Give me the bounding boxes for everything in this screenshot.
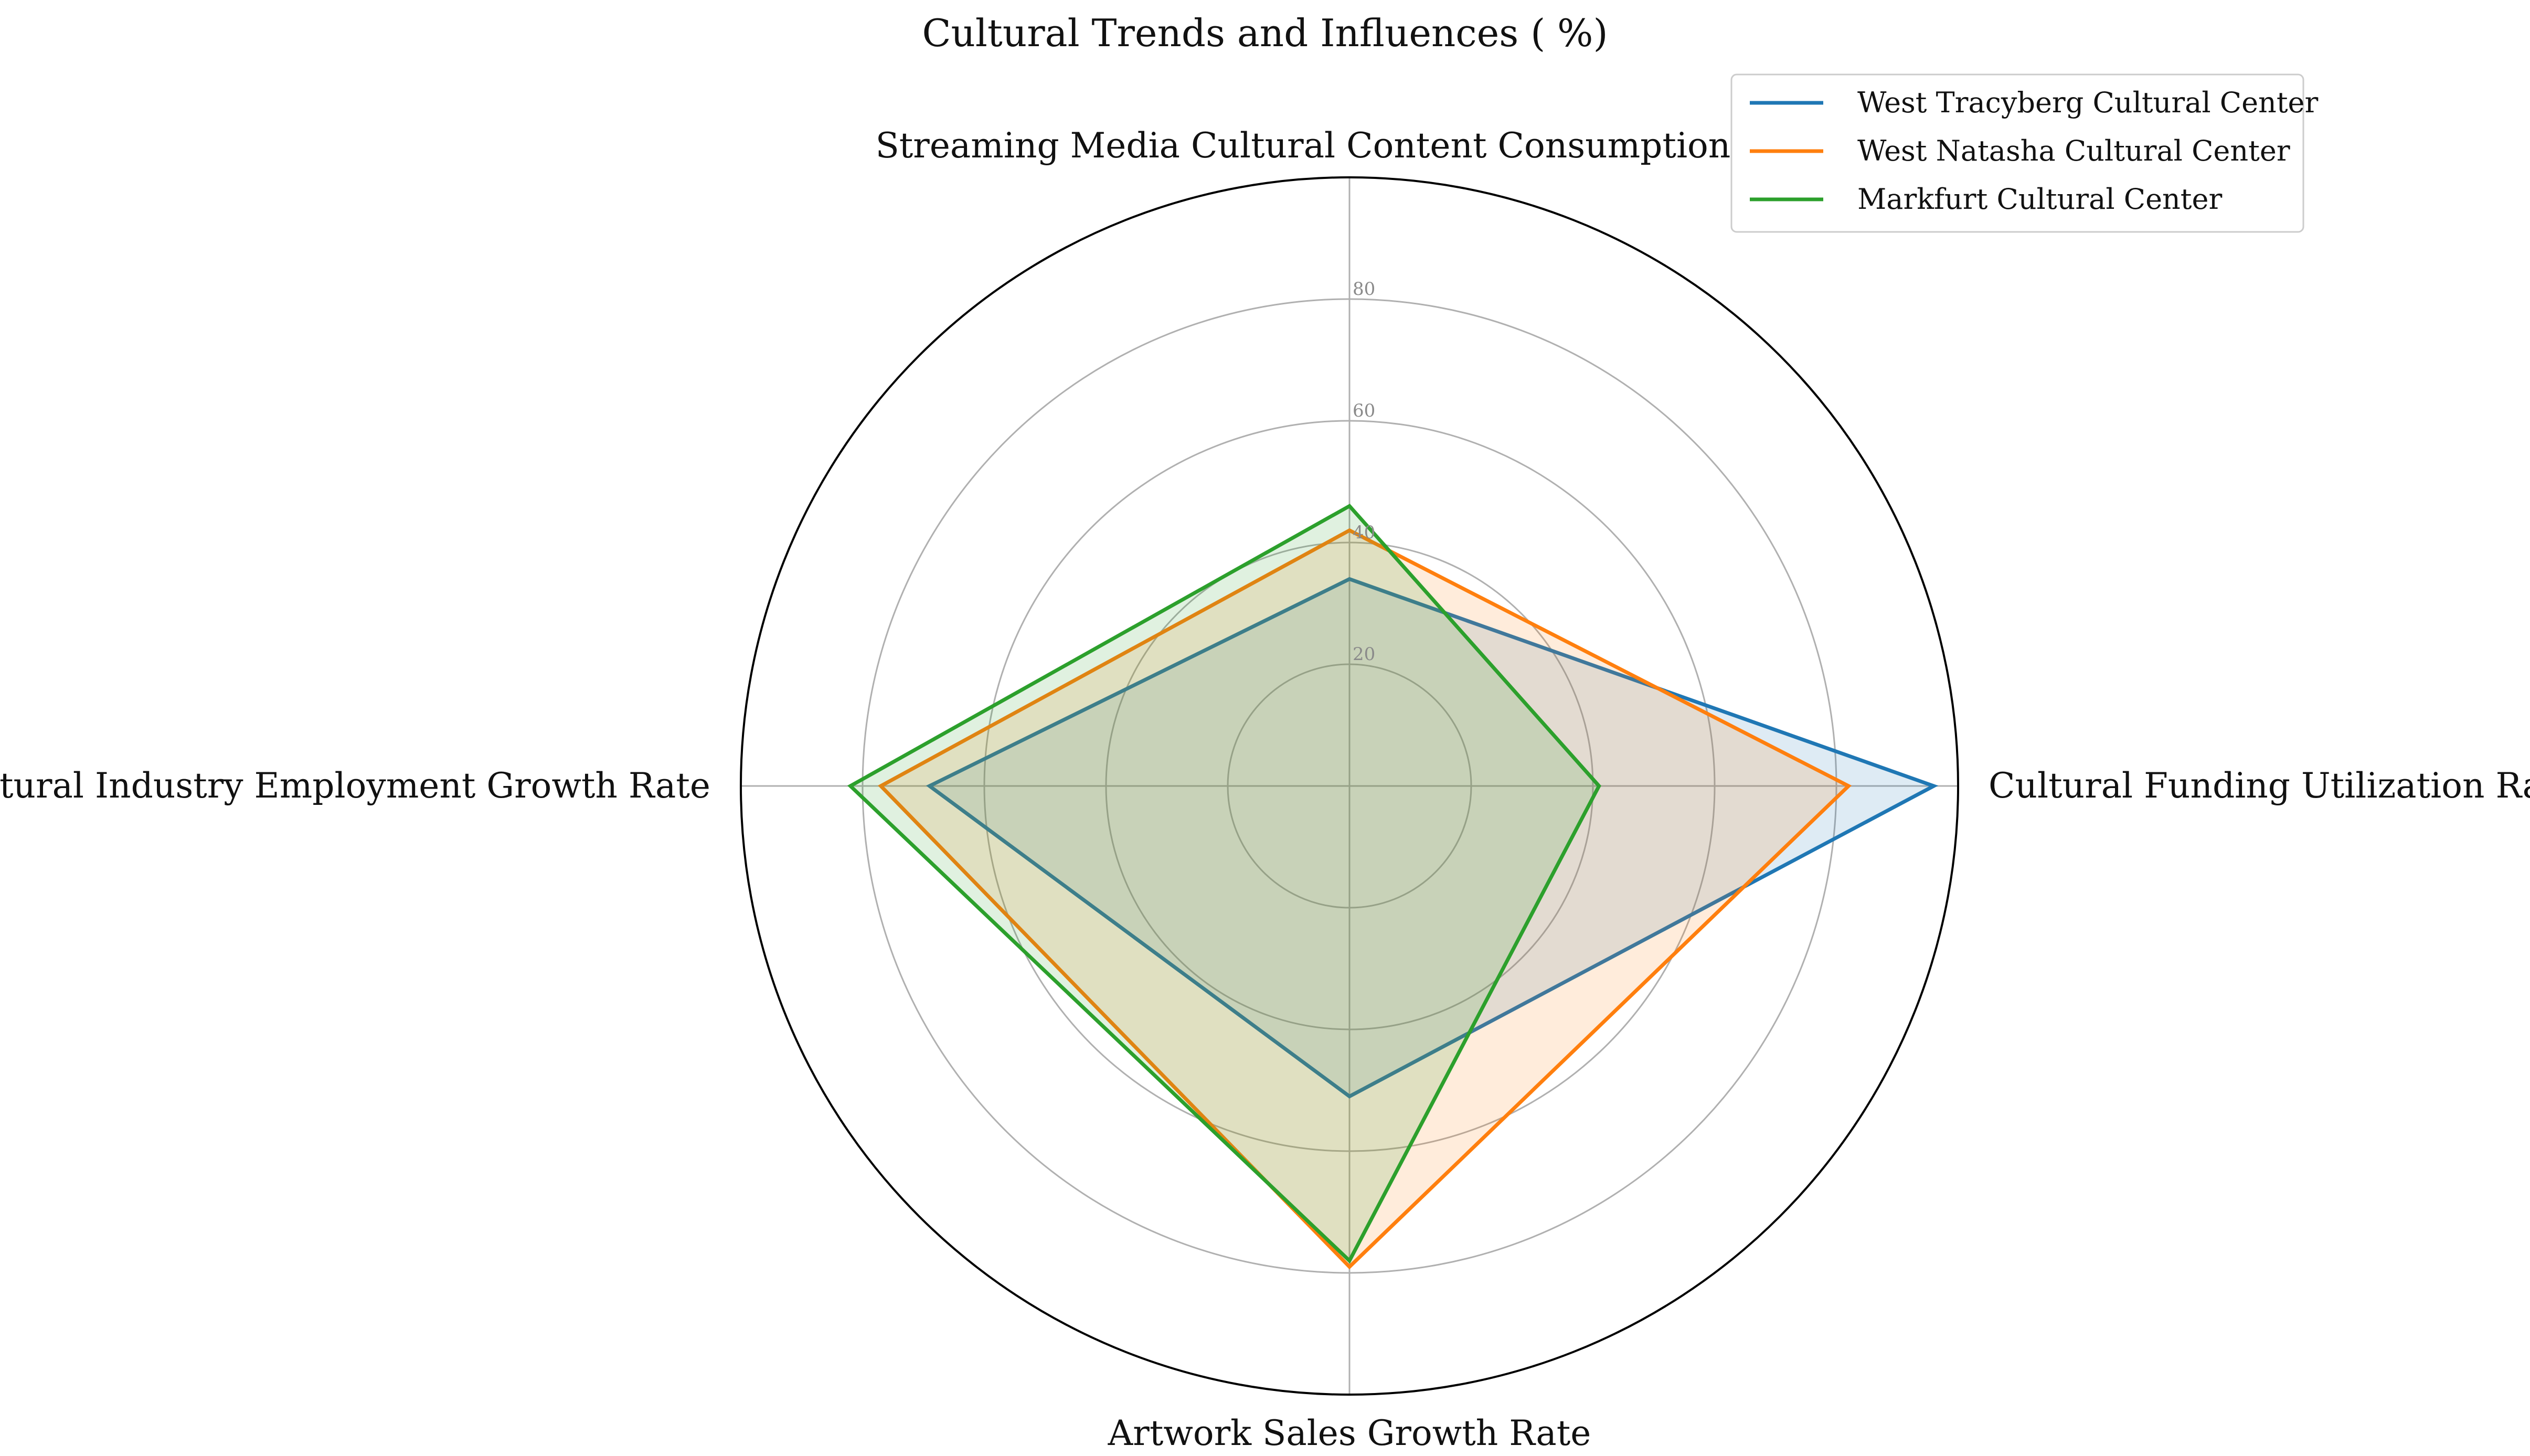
axis-label-1: Streaming Media Cultural Content Consump… [876,125,1824,166]
axis-labels: Streaming Media Cultural Content Consump… [0,125,2530,1453]
series-line-1 [926,577,1939,1099]
series-line-2 [878,528,1852,1270]
r-tick-80: 80 [1353,279,1375,300]
outer-frame [740,176,1959,1396]
legend-box [1730,73,2304,233]
legend-label-2: West Natasha Cultural Center [1857,134,2290,167]
series-area-1 [929,579,1934,1097]
chart-title: Cultural Trends and Influences ( %) [922,11,1608,55]
legend-items: West Tracyberg Cultural Center West Natas… [1750,86,2318,216]
legend-label-1: West Tracyberg Cultural Center [1857,86,2318,119]
legend: West Tracyberg Cultural Center West Natas… [1730,73,2318,233]
r-tick-60: 60 [1353,400,1375,421]
series-area-3 [850,506,1599,1261]
series-layer [847,503,1939,1270]
r-tick-40: 40 [1353,522,1375,543]
series-line-3 [847,503,1601,1264]
axis-label-4: Cultural Industry Employment Growth Rate [0,766,710,806]
legend-label-3: Markfurt Cultural Center [1857,183,2222,216]
radial-grid [741,177,1958,1395]
series-area-2 [880,530,1849,1267]
axis-label-2: Cultural Funding Utilization Rate [1989,766,2530,806]
axis-label-3: Artwork Sales Growth Rate [1108,1413,1591,1453]
r-tick-20: 20 [1353,644,1375,665]
radial-tick-labels: 20 40 60 80 [1353,279,1375,665]
